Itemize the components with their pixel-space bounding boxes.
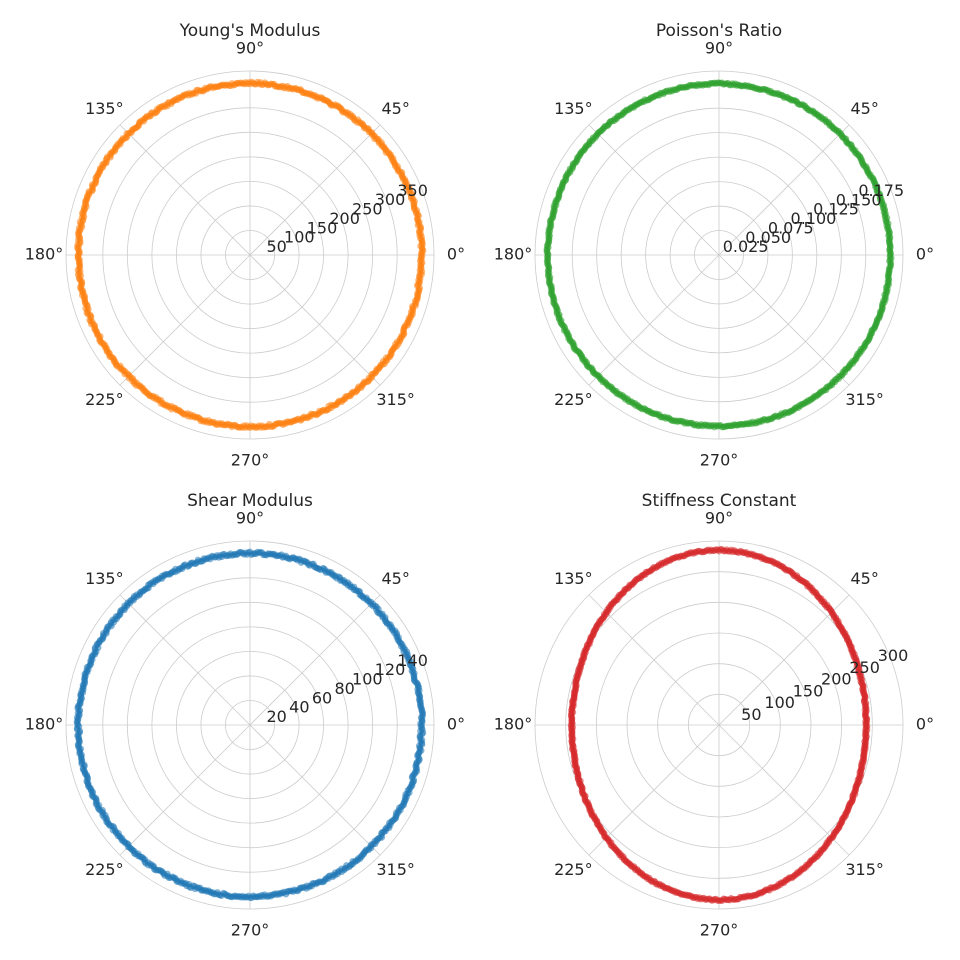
angle-tick-label: 90°	[705, 39, 733, 58]
angle-tick-label: 90°	[236, 509, 264, 528]
angular-gridline	[119, 124, 251, 256]
angle-tick-label: 270°	[700, 921, 739, 940]
radial-tick-label: 0.125	[813, 200, 859, 219]
radial-tick-label: 60	[312, 688, 332, 707]
angular-gridline	[249, 724, 381, 856]
radial-tick-label: 350	[397, 181, 428, 200]
angular-gridline	[249, 594, 381, 726]
angle-tick-label: 315°	[376, 860, 415, 879]
radial-tick-label: 250	[849, 658, 880, 677]
radial-tick-label: 100	[764, 693, 795, 712]
angular-gridline	[718, 724, 850, 856]
angle-tick-label: 45°	[381, 99, 409, 118]
angle-tick-label: 270°	[700, 451, 739, 470]
angle-tick-label: 315°	[845, 390, 884, 409]
angle-tick-label: 0°	[447, 245, 465, 264]
data-point	[886, 253, 894, 260]
angular-gridline	[718, 254, 850, 386]
radial-tick-label: 50	[741, 705, 761, 724]
radial-tick-label: 0.175	[858, 181, 904, 200]
angle-tick-label: 90°	[705, 509, 733, 528]
angle-tick-label: 315°	[845, 860, 884, 879]
radial-tick-label: 50	[266, 237, 286, 256]
angle-tick-label: 0°	[447, 715, 465, 734]
radial-tick-label: 150	[793, 681, 824, 700]
angle-tick-label: 45°	[850, 569, 878, 588]
radial-tick-label: 0.025	[723, 237, 769, 256]
radial-tick-label: 100	[352, 670, 383, 689]
radial-tick-label: 300	[878, 646, 909, 665]
radial-tick-label: 0.050	[745, 228, 791, 247]
angular-gridline	[718, 594, 850, 726]
angular-gridline	[249, 254, 381, 386]
angle-tick-label: 135°	[554, 99, 593, 118]
angle-tick-label: 270°	[231, 921, 270, 940]
radial-tick-label: 0.075	[768, 218, 814, 237]
chart-title: Shear Modulus	[187, 491, 313, 511]
radial-tick-label: 80	[334, 679, 354, 698]
chart-title: Poisson's Ratio	[656, 21, 782, 41]
angle-tick-label: 135°	[85, 99, 124, 118]
radial-tick-label: 200	[821, 670, 852, 689]
angle-tick-label: 225°	[85, 860, 124, 879]
angular-gridline	[588, 724, 720, 856]
angle-tick-label: 135°	[554, 569, 593, 588]
chart-title: Young's Modulus	[179, 21, 321, 41]
angle-tick-label: 0°	[916, 245, 934, 264]
angle-tick-label: 0°	[916, 715, 934, 734]
radial-tick-label: 150	[307, 218, 338, 237]
angular-gridline	[119, 254, 251, 386]
data-point	[417, 253, 425, 260]
angle-tick-label: 135°	[85, 569, 124, 588]
radial-tick-label: 200	[329, 209, 360, 228]
angular-gridline	[249, 124, 381, 256]
angle-tick-label: 225°	[554, 390, 593, 409]
radial-tick-label: 120	[375, 660, 406, 679]
angle-tick-label: 180°	[25, 715, 64, 734]
angle-tick-label: 270°	[231, 451, 270, 470]
angular-gridline	[119, 724, 251, 856]
angle-tick-label: 45°	[850, 99, 878, 118]
angle-tick-label: 315°	[376, 390, 415, 409]
angle-tick-label: 225°	[85, 390, 124, 409]
angle-tick-label: 45°	[381, 569, 409, 588]
angular-gridline	[588, 594, 720, 726]
radial-tick-label: 0.150	[836, 190, 882, 209]
angle-tick-label: 180°	[494, 245, 533, 264]
radial-tick-label: 250	[352, 200, 383, 219]
radial-tick-label: 40	[289, 698, 309, 717]
angular-gridline	[718, 124, 850, 256]
radial-tick-label: 100	[284, 228, 315, 247]
radial-tick-label: 140	[397, 651, 428, 670]
angular-gridline	[588, 124, 720, 256]
radial-tick-label: 20	[266, 707, 286, 726]
angle-tick-label: 180°	[25, 245, 64, 264]
angle-tick-label: 180°	[494, 715, 533, 734]
angle-tick-label: 225°	[554, 860, 593, 879]
angle-tick-label: 90°	[236, 39, 264, 58]
radial-tick-label: 0.100	[791, 209, 837, 228]
data-point	[417, 723, 425, 730]
radial-tick-label: 300	[375, 190, 406, 209]
angular-gridline	[588, 254, 720, 386]
chart-title: Stiffness Constant	[642, 491, 797, 511]
angular-gridline	[119, 594, 251, 726]
data-point	[863, 722, 871, 730]
